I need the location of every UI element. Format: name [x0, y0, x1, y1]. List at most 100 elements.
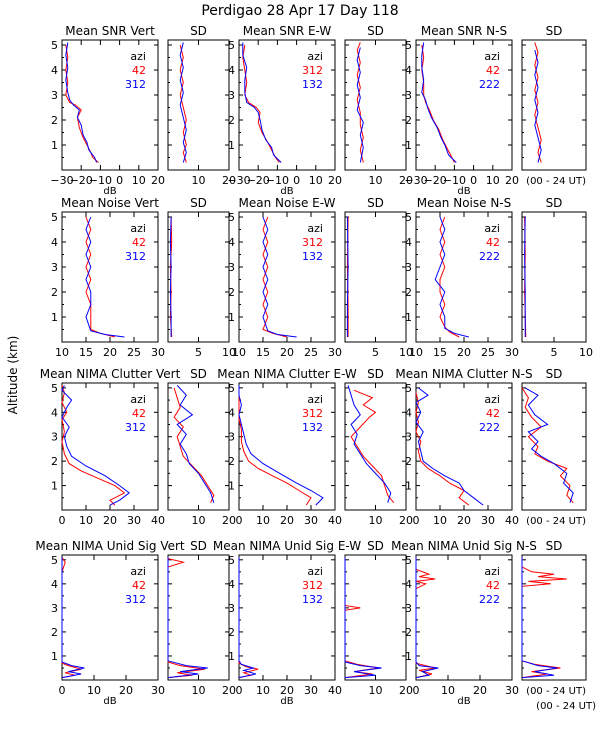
- x-tick-label: 10: [369, 684, 383, 697]
- legend-header: azi: [484, 222, 500, 235]
- y-tick-label: 2: [228, 114, 235, 127]
- x-tick-label: (00 - 24 UT): [526, 686, 586, 697]
- legend-item-b: 312: [125, 593, 146, 606]
- panel-title: SD: [546, 24, 563, 38]
- x-tick-label: 0: [59, 514, 66, 527]
- x-tick-label: 20: [473, 684, 487, 697]
- x-tick-label: 25: [481, 346, 495, 359]
- series-line-222: [415, 387, 484, 506]
- x-unit-label: dB: [280, 186, 293, 197]
- x-tick-label: 20: [103, 514, 117, 527]
- x-unit-label: dB: [103, 186, 116, 197]
- y-tick-label: 4: [405, 578, 412, 591]
- panel-title: Mean NIMA Unid Sig N-S: [391, 539, 537, 553]
- panel-title: SD: [367, 367, 384, 381]
- x-tick-label: 15: [79, 346, 93, 359]
- x-tick-label: 10: [222, 346, 236, 359]
- y-tick-label: 3: [228, 602, 235, 615]
- legend-item-b: 222: [479, 250, 500, 263]
- panel-snr-1: Mean SNR Vert 1 2 3 4 5 −30−20−10 0 10 20 dB azi423…: [50, 24, 165, 197]
- series-line-132: [347, 385, 392, 503]
- panel-frame: [521, 211, 587, 343]
- panel-frame: [344, 39, 407, 171]
- y-tick-label: 2: [228, 286, 235, 299]
- panel-unid-3: Mean NIMA Unid Sig E-W 1 2 3 4 5 0 10 20 30 40 dB az…: [213, 539, 361, 707]
- series-line-132: [356, 47, 364, 163]
- panel-title: Mean Noise E-W: [239, 196, 336, 210]
- y-tick-label: 3: [51, 431, 58, 444]
- y-tick-label: 3: [228, 431, 235, 444]
- x-tick-label: 40: [505, 514, 519, 527]
- panel-title: SD: [367, 24, 384, 38]
- legend-item-a: 42: [486, 407, 500, 420]
- legend-item-b: 222: [479, 78, 500, 91]
- legend-header: azi: [484, 50, 500, 63]
- legend-item-b: 312: [125, 421, 146, 434]
- x-tick-label: 20: [280, 346, 294, 359]
- panel-unid-1: Mean NIMA Unid Sig Vert 1 2 3 4 5 0 10 20 30 dB azi…: [35, 539, 185, 707]
- legend-item-b: 132: [302, 250, 323, 263]
- y-tick-label: 4: [228, 406, 235, 419]
- legend-item-a: 42: [132, 236, 146, 249]
- panel-title: SD: [190, 539, 207, 553]
- x-tick-label: 10: [79, 514, 93, 527]
- x-tick-label: 0: [470, 174, 477, 187]
- legend-item-a: 42: [486, 236, 500, 249]
- x-tick-label: 20: [280, 514, 294, 527]
- y-tick-label: 3: [405, 89, 412, 102]
- y-tick-label: 3: [405, 602, 412, 615]
- legend-item-b: 132: [302, 421, 323, 434]
- x-tick-label: 20: [103, 346, 117, 359]
- series-line-312: [61, 557, 85, 679]
- y-tick-label: 4: [51, 64, 58, 77]
- panel-frame: [167, 211, 230, 343]
- legend-item-a: 42: [486, 64, 500, 77]
- panel-title: Mean SNR Vert: [65, 24, 155, 38]
- y-tick-label: 4: [51, 236, 58, 249]
- series-line-42: [85, 216, 115, 338]
- legend-header: azi: [307, 50, 323, 63]
- series-line-132: [344, 557, 382, 679]
- x-tick-label: 40: [151, 514, 165, 527]
- panel-snr-2: SD 10 20: [167, 24, 236, 187]
- y-tick-label: 5: [405, 211, 412, 224]
- x-tick-label: −30: [227, 174, 250, 187]
- x-tick-label: 10: [309, 174, 323, 187]
- x-tick-label: (00 - 24 UT): [526, 516, 586, 527]
- y-tick-label: 2: [405, 114, 412, 127]
- legend-header: azi: [307, 393, 323, 406]
- panel-noise-4: SD 5 10: [344, 196, 413, 359]
- x-tick-label: 10: [579, 346, 593, 359]
- y-tick-label: 5: [228, 211, 235, 224]
- x-tick-label: 30: [481, 514, 495, 527]
- panel-frame: [521, 39, 587, 171]
- x-tick-label: 10: [192, 514, 206, 527]
- panel-clutter-2: SD 10 20: [167, 367, 236, 527]
- y-tick-label: 5: [228, 39, 235, 52]
- legend-item-a: 42: [132, 64, 146, 77]
- x-tick-label: 20: [457, 514, 471, 527]
- x-tick-label: 20: [119, 684, 133, 697]
- panel-frame: [167, 382, 230, 511]
- legend-item-a: 312: [302, 236, 323, 249]
- legend-item-b: 132: [302, 593, 323, 606]
- legend-item-b: 312: [125, 250, 146, 263]
- series-line-222: [524, 387, 574, 503]
- panel-title: Mean NIMA Clutter E-W: [217, 367, 357, 381]
- panel-title: SD: [546, 539, 563, 553]
- x-unit-label: dB: [103, 696, 116, 707]
- x-tick-label: 10: [55, 346, 69, 359]
- y-tick-label: 2: [228, 455, 235, 468]
- panel-title: Mean SNR E-W: [243, 24, 332, 38]
- x-tick-label: 20: [222, 514, 236, 527]
- panel-title: Mean NIMA Unid Sig E-W: [213, 539, 361, 553]
- x-tick-label: 10: [256, 514, 270, 527]
- series-line-42: [173, 387, 215, 503]
- x-tick-label: 30: [328, 346, 342, 359]
- series-line-42: [61, 385, 126, 506]
- series-line-312: [169, 216, 172, 337]
- series-line-42: [521, 557, 567, 679]
